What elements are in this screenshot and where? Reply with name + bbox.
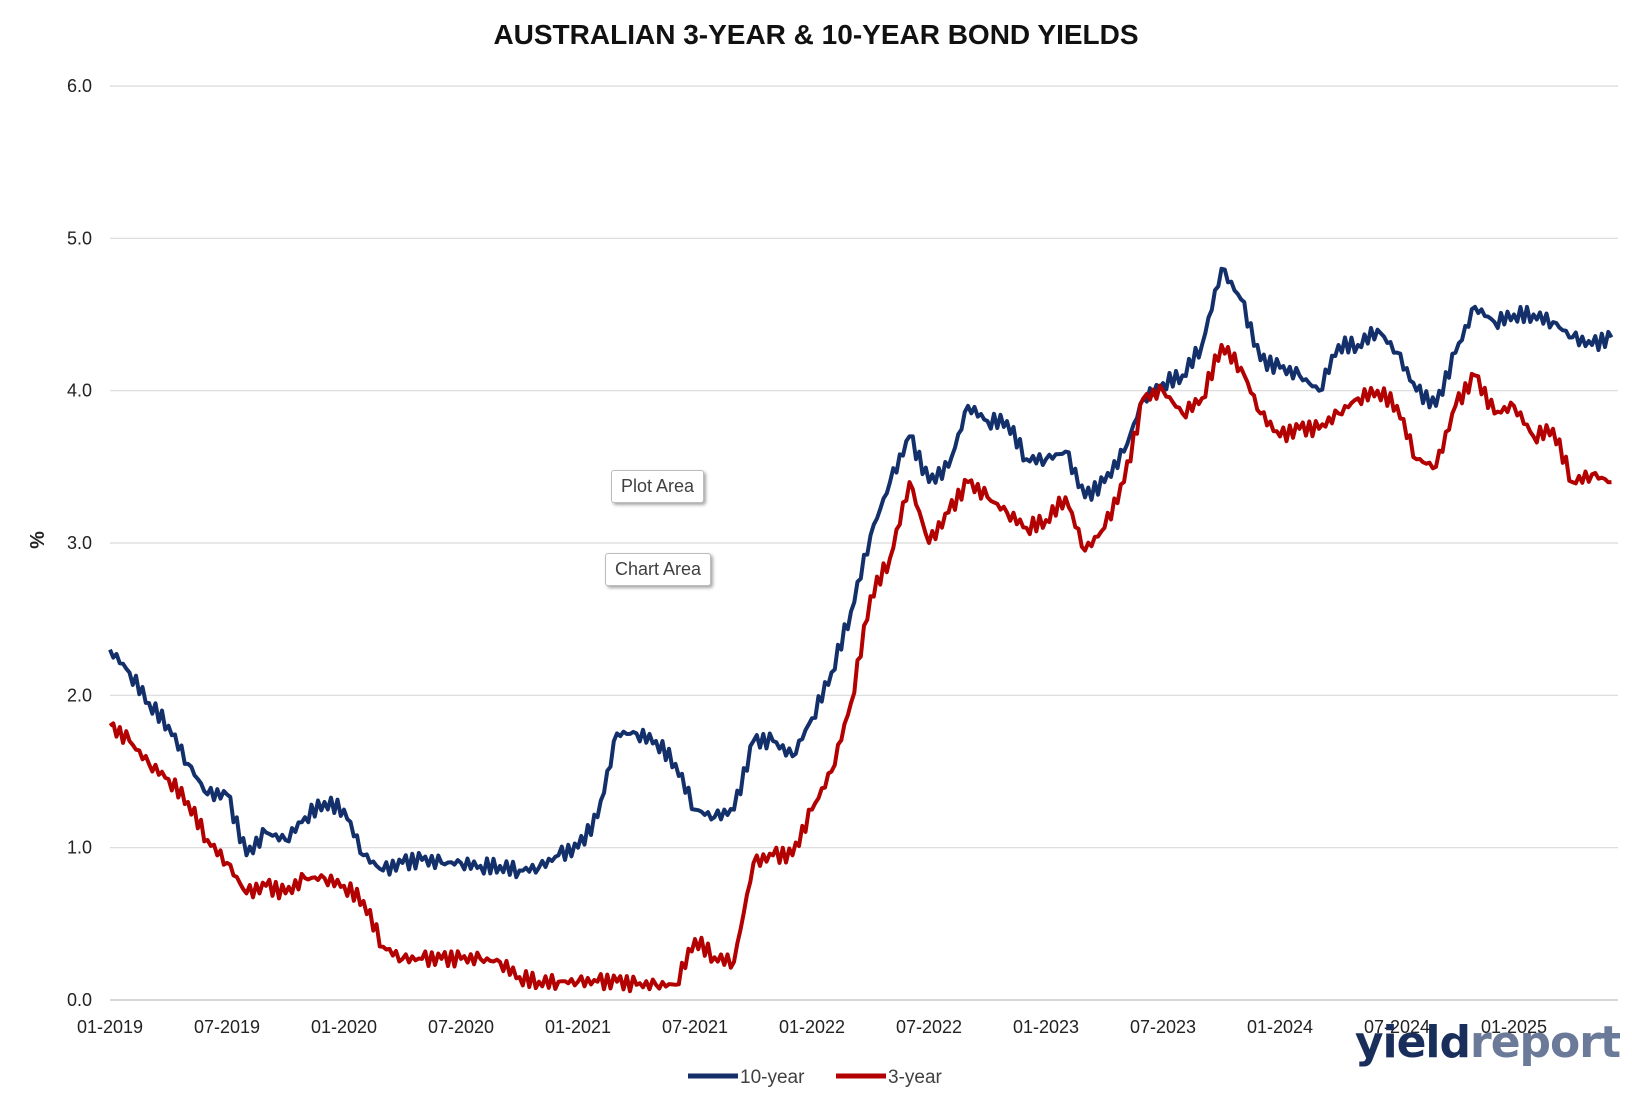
chart-title: AUSTRALIAN 3-YEAR & 10-YEAR BOND YIELDS — [493, 19, 1138, 50]
series-line-10-year — [108, 266, 1614, 880]
logo-part-yield: yield — [1354, 1017, 1471, 1068]
gridlines — [110, 85, 1618, 1001]
x-axis-ticks: 01-2019 07-2019 01-2020 07-2020 01-2021 07-20… — [77, 1017, 1547, 1037]
series-line-3-year — [108, 343, 1612, 994]
x-tick-label: 01-2020 — [311, 1017, 377, 1037]
chart-area-tooltip: Chart Area — [605, 553, 712, 586]
plot-area-tooltip: Plot Area — [611, 470, 705, 503]
y-tick-label: 3.0 — [67, 533, 92, 553]
x-tick-label: 01-2025 — [1481, 1017, 1547, 1037]
x-tick-label: 07-2020 — [428, 1017, 494, 1037]
x-tick-label: 01-2021 — [545, 1017, 611, 1037]
yieldreport-logo: yieldreport — [1354, 1017, 1621, 1068]
x-tick-label: 07-2021 — [662, 1017, 728, 1037]
legend: 10-year 3-year — [688, 1067, 943, 1088]
x-tick-label: 07-2019 — [194, 1017, 260, 1037]
y-axis-ticks: 0.0 1.0 2.0 3.0 4.0 5.0 6.0 — [67, 76, 92, 1010]
y-axis-label: % — [27, 531, 49, 549]
x-tick-label: 01-2019 — [77, 1017, 143, 1037]
y-tick-label: 4.0 — [67, 381, 92, 401]
x-tick-label: 01-2023 — [1013, 1017, 1079, 1037]
legend-label: 10-year — [740, 1067, 805, 1088]
logo-part-report: report — [1470, 1017, 1621, 1068]
x-tick-label: 01-2024 — [1247, 1017, 1313, 1037]
y-tick-label: 1.0 — [67, 838, 92, 858]
y-tick-label: 0.0 — [67, 990, 92, 1010]
legend-label: 3-year — [888, 1067, 943, 1088]
x-tick-label: 07-2024 — [1364, 1017, 1430, 1037]
series-lines — [108, 266, 1614, 994]
y-tick-label: 5.0 — [67, 228, 92, 248]
x-tick-label: 07-2022 — [896, 1017, 962, 1037]
y-tick-label: 2.0 — [67, 685, 92, 705]
y-tick-label: 6.0 — [67, 76, 92, 96]
x-tick-label: 01-2022 — [779, 1017, 845, 1037]
x-tick-label: 07-2023 — [1130, 1017, 1196, 1037]
